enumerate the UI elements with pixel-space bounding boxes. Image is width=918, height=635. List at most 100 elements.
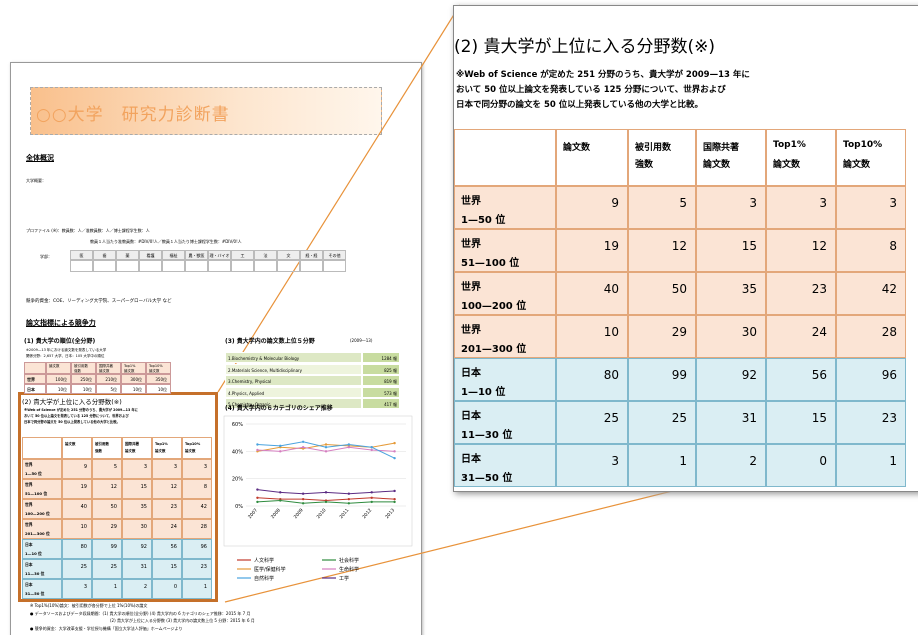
header-cell: Top1% 論文数 xyxy=(152,437,182,459)
series-point xyxy=(301,497,305,501)
doc-title: ○○大学 研究力診断書 xyxy=(36,105,230,125)
header-cell xyxy=(454,129,556,186)
header-text: 強数 xyxy=(74,369,81,373)
series-point xyxy=(393,500,396,504)
row-label-text: 日本 xyxy=(461,411,481,423)
cell: 1 xyxy=(182,579,212,599)
cell-value: 23 xyxy=(881,410,897,425)
row-label: 世界 100—200 位 xyxy=(454,272,556,315)
cell-value: 10 xyxy=(80,524,87,530)
cell: 96 xyxy=(182,539,212,559)
cell: 24 xyxy=(766,315,836,358)
cell-value: 23 xyxy=(170,504,177,510)
cell-value: 28 xyxy=(200,524,207,530)
cell-value: 8 xyxy=(203,484,207,490)
cell-value: 3 xyxy=(611,453,619,468)
cell: 23 xyxy=(182,559,212,579)
header-text: Top10% xyxy=(149,364,163,368)
header-text: 論文数 xyxy=(124,369,135,373)
cell-value: 80 xyxy=(80,544,87,550)
row-label: 世界 201—300 位 xyxy=(454,315,556,358)
cell: 10 xyxy=(556,315,628,358)
cell: 2 xyxy=(696,444,766,487)
series-point xyxy=(370,491,373,494)
series-point xyxy=(256,496,259,499)
series-point xyxy=(393,441,396,445)
cell-value: 35 xyxy=(741,281,757,296)
faculty-cell: 理・バイオ xyxy=(208,250,231,260)
faculty-cell: 医 xyxy=(70,250,93,260)
header-text: 論文数 xyxy=(843,160,871,171)
series-point xyxy=(370,500,373,504)
cell: 23 xyxy=(152,499,182,519)
cell-text: 210位 xyxy=(105,377,117,382)
cell-value: 31 xyxy=(741,410,757,425)
cell: 31 xyxy=(122,559,152,579)
series-point xyxy=(347,492,351,495)
header-text: 被引用数 xyxy=(95,441,109,446)
series-point xyxy=(256,488,259,491)
cell: 5 xyxy=(628,186,696,229)
row-label: 世界 51—100 位 xyxy=(454,229,556,272)
cell: 56 xyxy=(766,358,836,401)
cell-value: 9 xyxy=(83,464,87,470)
header-cell: 国際共著 論文数 xyxy=(96,362,121,374)
cell: 1 xyxy=(92,579,122,599)
header-cell: Top1% 論文数 xyxy=(766,129,836,186)
cell: 92 xyxy=(122,539,152,559)
header-text: 論文数 xyxy=(149,369,160,373)
cell-value: 99 xyxy=(110,544,117,550)
cell: 30 xyxy=(696,315,766,358)
cell-value: 12 xyxy=(170,484,177,490)
field-cell: 2.Materials Science, Multidisciplinary xyxy=(225,363,362,375)
series-point xyxy=(393,456,396,460)
cell: 23 xyxy=(836,401,906,444)
cell: 35 xyxy=(122,499,152,519)
footnote: ※ Top1%(10%)論文：被引用数が各分野で上位 1%(10%)の論文 xyxy=(30,603,148,608)
cell-text: 10位 xyxy=(132,387,142,392)
note: 日本で同分野の論文を 50 位以上発表している他の大学と比較。 xyxy=(24,420,120,424)
cell-value: 35 xyxy=(140,504,147,510)
faculty-value-cell xyxy=(323,260,346,272)
cell: 19 xyxy=(556,229,628,272)
header-text: 被引用数 xyxy=(635,143,672,154)
cell: 15 xyxy=(766,401,836,444)
series-point xyxy=(279,444,282,448)
cell-value: 2 xyxy=(143,584,147,590)
row-label-text: 201—300 位 xyxy=(25,531,50,537)
header-text: 強数 xyxy=(95,448,102,453)
cell: 9 xyxy=(62,459,92,479)
cell: 92 xyxy=(696,358,766,401)
cell-value: 3 xyxy=(203,464,207,470)
cell-text: 250位 xyxy=(80,377,92,382)
cell: 25 xyxy=(556,401,628,444)
cell: 42 xyxy=(836,272,906,315)
cell-value: 5 xyxy=(113,464,117,470)
cell-value: 0 xyxy=(173,584,177,590)
cell-value: 3 xyxy=(819,195,827,210)
cell: 8 xyxy=(182,479,212,499)
series-point xyxy=(347,502,351,505)
row-label: 世界 100—200 位 xyxy=(22,499,62,519)
label: 大学概要： xyxy=(26,178,46,183)
field-name: 4.Physics, Applied xyxy=(228,390,265,396)
field-name: 2.Materials Science, Multidisciplinary xyxy=(228,367,303,373)
row-label-text: 世界 xyxy=(25,462,33,468)
series-point xyxy=(347,443,351,446)
title-banner xyxy=(30,87,382,135)
cell-value: 9 xyxy=(611,195,619,210)
cell: 210位 xyxy=(96,374,121,384)
cell: 99 xyxy=(92,539,122,559)
note: ※Web of Science が定めた 251 分野のうち、貴大学が 2009… xyxy=(456,70,750,80)
section-title: (4) 貴大学内の６カテゴリのシェア推移 xyxy=(225,405,333,412)
row-label: 日本 1—10 位 xyxy=(22,539,62,559)
cell-value: 1 xyxy=(889,453,897,468)
note: ※Web of Science が定めた 251 分野のうち、貴大学が 2009… xyxy=(24,408,138,412)
cell: 25 xyxy=(628,401,696,444)
header-text: 国際共著 xyxy=(703,143,740,154)
header-text: 論文数 xyxy=(99,369,110,373)
faculty-cell: 農・獣医 xyxy=(185,250,208,260)
field-count: 417 報 xyxy=(384,402,397,407)
row-label-text: 11—30 位 xyxy=(461,430,513,442)
cell-value: 40 xyxy=(80,504,87,510)
